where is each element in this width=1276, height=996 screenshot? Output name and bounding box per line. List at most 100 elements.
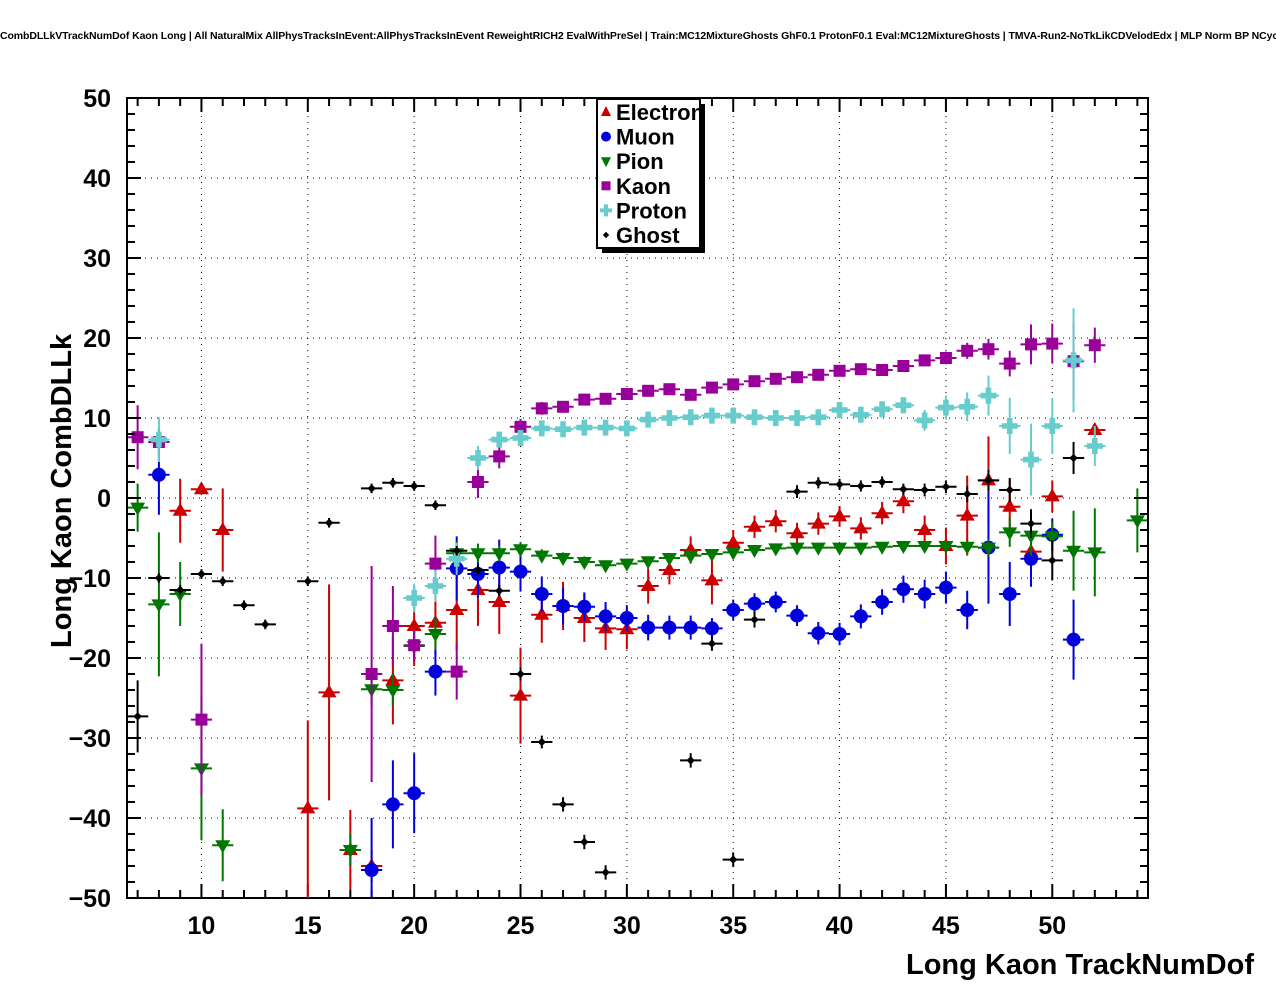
data-point bbox=[150, 431, 167, 448]
legend-item-proton[interactable]: Proton bbox=[600, 198, 687, 223]
legend-item-kaon[interactable]: Kaon bbox=[601, 174, 672, 199]
data-point bbox=[534, 587, 549, 601]
data-point bbox=[1044, 418, 1061, 434]
data-point bbox=[1046, 337, 1059, 350]
data-point bbox=[1066, 545, 1082, 559]
data-point bbox=[703, 407, 720, 424]
data-point bbox=[555, 421, 572, 438]
data-point bbox=[193, 481, 209, 495]
data-point bbox=[470, 548, 486, 562]
legend-marker-square-icon bbox=[601, 181, 611, 191]
data-point bbox=[750, 615, 759, 624]
data-point bbox=[495, 586, 504, 595]
data-point bbox=[215, 840, 231, 854]
data-point bbox=[961, 344, 974, 357]
legend-item-muon[interactable]: Muon bbox=[601, 125, 675, 150]
data-point bbox=[558, 800, 568, 809]
data-point bbox=[406, 590, 423, 606]
data-point bbox=[427, 578, 444, 594]
data-point bbox=[427, 629, 443, 642]
data-point bbox=[367, 484, 376, 493]
y-tick-label: 10 bbox=[83, 405, 111, 433]
data-point bbox=[172, 589, 188, 602]
data-point bbox=[661, 562, 677, 575]
data-point bbox=[641, 620, 656, 635]
data-point bbox=[939, 352, 952, 364]
data-point bbox=[726, 603, 741, 617]
data-point bbox=[704, 572, 720, 586]
data-point bbox=[835, 480, 844, 489]
legend-item-pion[interactable]: Pion bbox=[601, 149, 664, 174]
data-point bbox=[663, 383, 676, 396]
data-point bbox=[406, 618, 422, 631]
data-point bbox=[130, 502, 146, 516]
data-point bbox=[897, 360, 910, 372]
data-point bbox=[853, 609, 868, 624]
legend-item-electron[interactable]: Electron bbox=[601, 100, 704, 125]
series-proton bbox=[148, 308, 1106, 613]
data-point bbox=[959, 541, 975, 555]
data-point bbox=[133, 712, 142, 721]
series-kaon bbox=[127, 322, 1106, 796]
data-point bbox=[534, 550, 550, 564]
data-point bbox=[895, 493, 911, 507]
data-point bbox=[832, 508, 848, 522]
y-tick-label: −40 bbox=[69, 805, 111, 833]
data-point bbox=[598, 560, 614, 574]
data-point bbox=[619, 611, 634, 625]
data-point bbox=[300, 800, 316, 814]
data-point bbox=[982, 343, 995, 356]
data-point bbox=[1002, 527, 1018, 541]
data-point bbox=[431, 501, 440, 510]
data-point bbox=[342, 845, 358, 858]
x-tick-label: 45 bbox=[932, 912, 960, 940]
legend-marker-circle-icon bbox=[601, 131, 611, 142]
data-point bbox=[980, 542, 996, 556]
legend-label: Muon bbox=[616, 125, 675, 150]
data-point bbox=[473, 565, 483, 575]
x-tick-label: 25 bbox=[507, 912, 535, 940]
data-point bbox=[941, 482, 951, 491]
data-point bbox=[386, 620, 399, 632]
data-point bbox=[154, 573, 164, 583]
y-tick-label: 30 bbox=[83, 245, 111, 273]
data-point bbox=[469, 450, 486, 466]
data-point bbox=[789, 410, 806, 426]
data-point bbox=[492, 560, 507, 575]
data-point bbox=[512, 430, 529, 446]
data-point bbox=[768, 543, 784, 557]
data-point bbox=[877, 477, 887, 487]
data-point bbox=[920, 485, 929, 495]
data-point bbox=[727, 378, 740, 391]
data-point bbox=[746, 409, 763, 426]
data-point bbox=[767, 410, 784, 426]
data-point bbox=[491, 594, 507, 607]
data-point bbox=[172, 502, 188, 516]
data-point bbox=[640, 578, 656, 591]
y-tick-label: 40 bbox=[83, 165, 111, 193]
data-point bbox=[746, 518, 762, 532]
data-point bbox=[365, 668, 378, 680]
legend-item-ghost[interactable]: Ghost bbox=[602, 223, 680, 248]
data-point bbox=[452, 546, 461, 555]
data-point bbox=[811, 626, 826, 641]
data-point bbox=[916, 412, 933, 429]
y-tick-label: −50 bbox=[69, 885, 111, 913]
legend-label: Pion bbox=[616, 149, 664, 174]
data-point bbox=[1066, 632, 1081, 647]
data-point bbox=[1088, 339, 1101, 352]
data-point bbox=[917, 541, 933, 554]
data-point bbox=[429, 557, 442, 570]
data-point bbox=[151, 467, 166, 482]
legend-marker-dot-icon bbox=[602, 231, 610, 239]
data-point bbox=[1001, 418, 1018, 434]
data-point bbox=[516, 669, 525, 679]
legend-marker-triangle-down-icon bbox=[601, 157, 611, 168]
data-point bbox=[832, 542, 848, 556]
data-point bbox=[409, 481, 419, 491]
data-point bbox=[959, 507, 975, 521]
data-point bbox=[746, 545, 762, 558]
data-point bbox=[704, 621, 719, 636]
data-point bbox=[725, 407, 742, 424]
data-point bbox=[895, 541, 911, 554]
